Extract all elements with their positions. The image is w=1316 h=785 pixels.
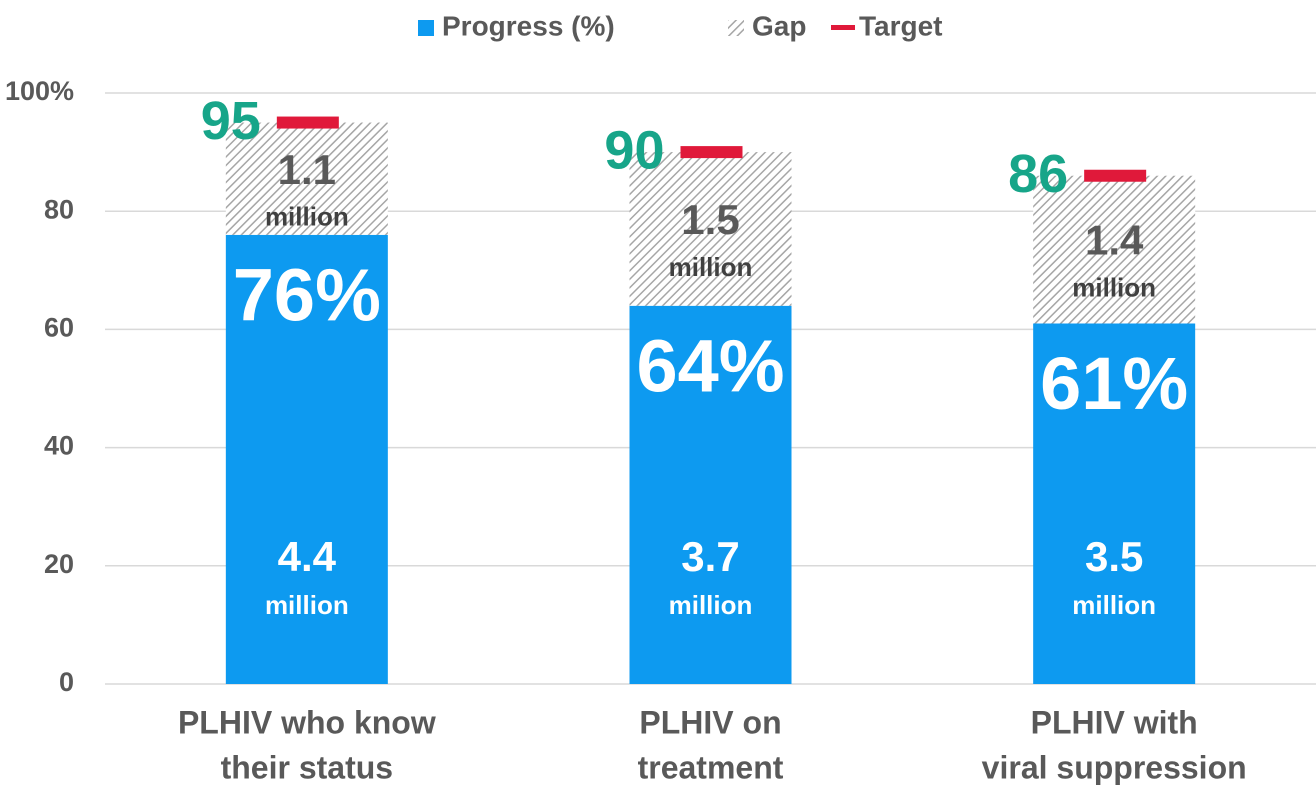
- bar-progress: [629, 305, 792, 684]
- gap-count: 1.1: [278, 146, 336, 193]
- target-marker: [680, 146, 743, 159]
- legend-label: Target: [859, 10, 943, 41]
- x-tick-label: treatment: [638, 749, 784, 785]
- progress-label: 64%: [636, 324, 784, 407]
- y-tick-label: 60: [44, 313, 74, 343]
- progress-count-unit: million: [669, 590, 753, 620]
- gap-count-unit: million: [265, 202, 349, 232]
- target-label: 86: [1008, 144, 1068, 204]
- bar-progress: [225, 234, 388, 684]
- bar-gap: [1033, 175, 1196, 324]
- progress-count: 4.4: [278, 533, 337, 580]
- gap-count: 1.5: [681, 196, 739, 243]
- x-tick-label: PLHIV who know: [178, 704, 436, 740]
- legend-swatch: [831, 25, 855, 30]
- target-marker: [1084, 169, 1147, 182]
- progress-count-unit: million: [1072, 590, 1156, 620]
- y-tick-label: 40: [44, 431, 74, 461]
- x-tick-label: PLHIV with: [1031, 704, 1198, 740]
- target-label: 95: [201, 91, 261, 151]
- bar-gap: [629, 152, 792, 306]
- x-tick-label: their status: [221, 749, 393, 785]
- target-label: 90: [604, 120, 664, 180]
- legend-label: Progress (%): [442, 10, 615, 41]
- x-tick-label: viral suppression: [982, 749, 1247, 785]
- y-tick-label: 80: [44, 194, 74, 224]
- y-tick-label: 20: [44, 549, 74, 579]
- bar-gap: [225, 122, 388, 235]
- legend-label: Gap: [752, 10, 806, 41]
- gap-count: 1.4: [1085, 217, 1144, 264]
- bar-progress: [1033, 323, 1196, 684]
- legend-swatch: [728, 20, 744, 36]
- y-tick-label: 100%: [5, 76, 74, 106]
- x-tick-label: PLHIV on: [639, 704, 781, 740]
- gap-count-unit: million: [669, 252, 753, 282]
- target-marker: [276, 116, 339, 129]
- y-tick-label: 0: [59, 667, 74, 697]
- gap-count-unit: million: [1072, 272, 1156, 302]
- progress-count: 3.7: [681, 533, 739, 580]
- progress-label: 61%: [1040, 342, 1188, 425]
- progress-label: 76%: [233, 253, 381, 336]
- progress-count: 3.5: [1085, 533, 1143, 580]
- progress-count-unit: million: [265, 590, 349, 620]
- legend-swatch: [418, 20, 434, 36]
